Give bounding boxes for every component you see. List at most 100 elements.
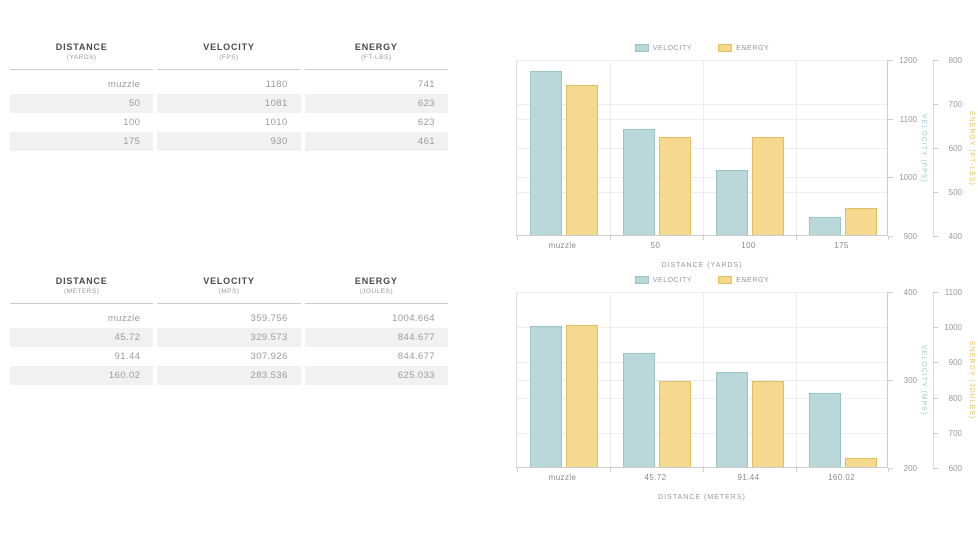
table-cell: 625.033 xyxy=(304,366,448,385)
legend-swatch-energy xyxy=(718,44,733,52)
gridline-horizontal xyxy=(517,177,887,178)
table-cell: 50 xyxy=(10,94,154,113)
table-row: 91.44 307.926 844.677 xyxy=(10,347,448,366)
table-header-cell: VELOCITY (MPS) xyxy=(157,272,301,304)
table-header-cell: ENERGY (JOULES) xyxy=(304,272,448,304)
table-cell: 45.72 xyxy=(10,328,154,347)
table-header-label: ENERGY xyxy=(354,42,398,52)
bar-energy xyxy=(565,85,598,235)
legend-swatch-velocity xyxy=(634,276,649,284)
x-tick-label: 45.72 xyxy=(644,473,667,482)
y-axis-tickmark-energy xyxy=(933,104,938,105)
y-axis-tick-label-velocity: 1200 xyxy=(899,56,917,65)
table-header-cell: ENERGY (FT-LBS) xyxy=(304,38,448,70)
table-header-unit: (METERS) xyxy=(63,288,100,295)
table-cell: 307.926 xyxy=(250,351,288,362)
y-axis-tickmark-velocity xyxy=(888,177,893,178)
bar-group-160.02 xyxy=(796,292,889,467)
table-cell: 844.677 xyxy=(397,351,435,362)
gridline-horizontal xyxy=(517,327,887,328)
bar-group-175 xyxy=(796,60,889,235)
table-cell: 100 xyxy=(123,117,141,128)
gridline-vertical xyxy=(610,292,611,467)
table-cell: 623 xyxy=(304,94,448,113)
gridline-horizontal xyxy=(517,60,887,61)
y-axis-tickmark-velocity xyxy=(888,292,893,293)
y-axis-tickmark-velocity xyxy=(888,60,893,61)
table-header-cell: DISTANCE (METERS) xyxy=(10,272,154,304)
y-axis-tickmark-velocity xyxy=(888,236,893,237)
plot-area xyxy=(516,60,889,240)
y-axis-title-velocity: VELOCITY (MPS) xyxy=(920,344,927,416)
bar-velocity xyxy=(529,326,562,467)
gridline-vertical xyxy=(703,60,704,235)
gridline-horizontal xyxy=(517,148,887,149)
y-axis-tick-label-velocity: 400 xyxy=(903,288,917,297)
table-cell: 359.756 xyxy=(250,313,288,324)
x-tick-label: 50 xyxy=(650,241,661,250)
x-tick-label: 160.02 xyxy=(828,473,855,482)
table-cell: 844.677 xyxy=(304,328,448,347)
x-axis-labels: muzzle 50 100 175 xyxy=(516,241,888,253)
y-axis-tickmark-energy xyxy=(933,148,938,149)
bar-energy xyxy=(751,137,784,235)
table-row: 50 1081 623 xyxy=(10,94,448,113)
table-row: muzzle 1180 741 xyxy=(10,75,448,94)
table-cell: 329.573 xyxy=(157,328,301,347)
legend-item-velocity[interactable]: VELOCITY xyxy=(634,276,692,284)
chart-legend: VELOCITY ENERGY xyxy=(516,274,888,286)
gridline-vertical xyxy=(610,60,611,235)
gridline-vertical xyxy=(796,60,797,235)
table-header-label: DISTANCE xyxy=(55,42,108,52)
table-cell: 175 xyxy=(10,132,154,151)
table-row: 45.72 329.573 844.677 xyxy=(10,328,448,347)
gridline-horizontal xyxy=(517,362,887,363)
x-axis-tick xyxy=(796,236,797,240)
table-cell: 461 xyxy=(304,132,448,151)
bar-group-muzzle xyxy=(517,292,610,467)
legend-swatch-energy xyxy=(718,276,733,284)
table-cell: muzzle xyxy=(107,79,141,90)
table-cell: 623 xyxy=(417,117,435,128)
table-cell: 930 xyxy=(157,132,301,151)
table-cell: 91.44 xyxy=(114,351,141,362)
table-header-unit: (YARDS) xyxy=(66,54,97,61)
gridline-horizontal xyxy=(517,104,887,105)
y-axis-tickmark-energy xyxy=(933,398,938,399)
y-axis-tickmark-energy xyxy=(933,192,938,193)
y-axis-tick-label-energy: 600 xyxy=(948,144,962,153)
x-axis-tick xyxy=(703,468,704,472)
legend-item-energy[interactable]: ENERGY xyxy=(718,44,769,52)
y-axis-tick-label-velocity: 900 xyxy=(903,232,917,241)
table-header-row: DISTANCE (YARDS) VELOCITY (FPS) ENERGY (FT-LB… xyxy=(10,38,448,70)
bar-energy xyxy=(658,381,691,467)
bar-group-muzzle xyxy=(517,60,610,235)
table-cell: 283.536 xyxy=(157,366,301,385)
x-axis-tick xyxy=(610,468,611,472)
y-axis-tick-label-energy: 1000 xyxy=(944,323,962,332)
table-header-label: ENERGY xyxy=(354,276,398,286)
x-axis-tick xyxy=(796,468,797,472)
y-axis-tickmark-energy xyxy=(933,236,938,237)
legend-item-velocity[interactable]: VELOCITY xyxy=(634,44,692,52)
bar-energy xyxy=(844,208,877,235)
ballistics-table-meters: DISTANCE (METERS) VELOCITY (MPS) ENERGY (JOUL… xyxy=(10,272,448,385)
bar-velocity xyxy=(622,353,655,467)
x-axis-title: DISTANCE (YARDS) xyxy=(661,262,743,269)
y-axis-tick-label-energy: 800 xyxy=(948,394,962,403)
y-axis-tick-label-energy: 800 xyxy=(948,56,962,65)
x-axis-tick xyxy=(610,236,611,240)
gridline-horizontal xyxy=(517,119,887,120)
y-axis-tick-label-energy: 400 xyxy=(948,232,962,241)
table-cell: 1180 xyxy=(265,79,288,90)
table-row: 175 930 461 xyxy=(10,132,448,151)
y-axis-title-energy: ENERGY (JOULES) xyxy=(968,340,975,420)
y-axis-tick-label-velocity: 300 xyxy=(903,376,917,385)
x-axis-tick xyxy=(517,236,518,240)
velocity-energy-chart-yards: VELOCITY ENERGY 900 1000 1100 1200 VELOCITY (F… xyxy=(516,42,978,269)
y-axis-title-velocity: VELOCITY (FPS) xyxy=(920,113,927,183)
gridline-horizontal xyxy=(517,433,887,434)
legend-item-energy[interactable]: ENERGY xyxy=(718,276,769,284)
gridline-horizontal xyxy=(517,380,887,381)
